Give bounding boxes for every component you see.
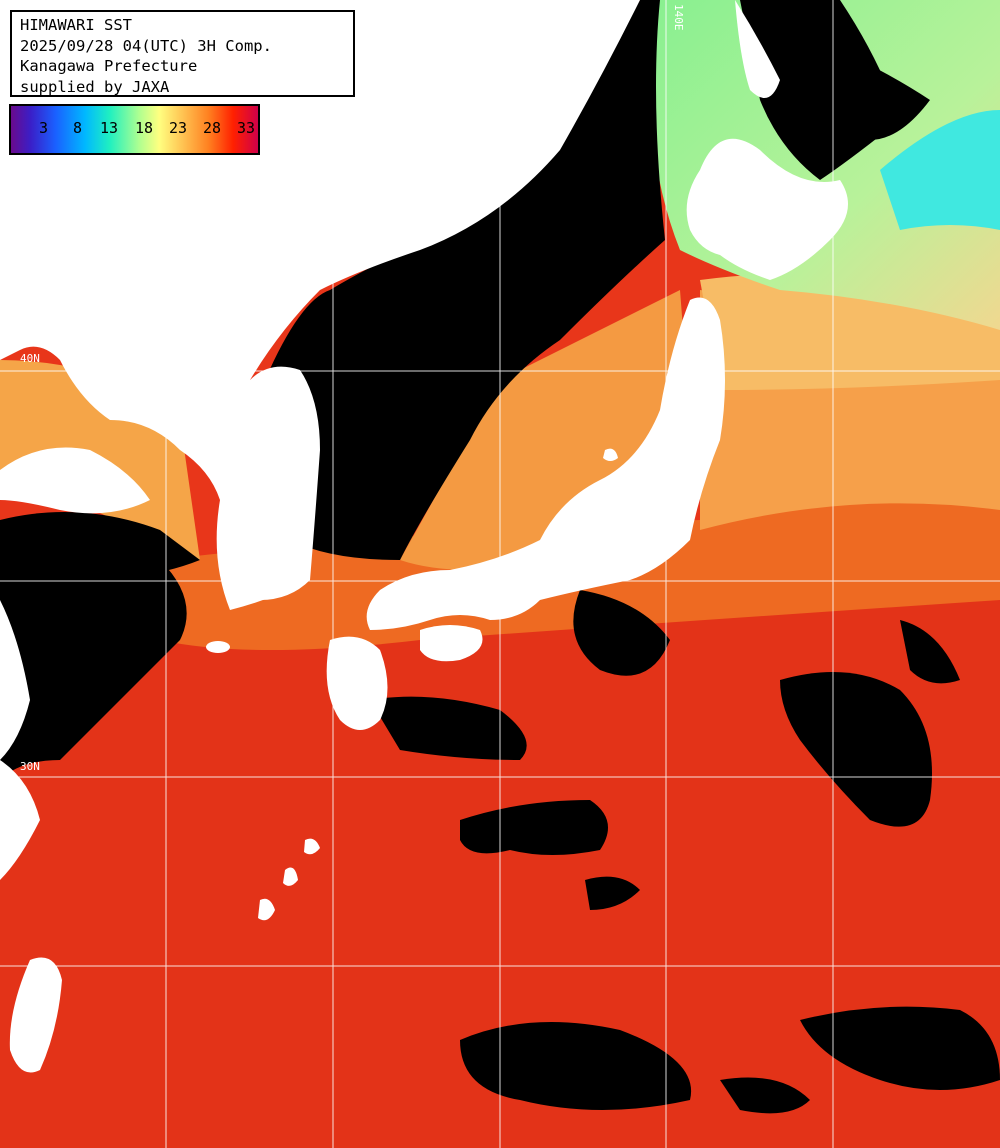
title-datetime: 2025/09/28 04(UTC) 3H Comp.: [20, 36, 272, 55]
land-sakhalin: [735, 0, 780, 98]
cloud-pacific-band: [573, 590, 670, 676]
legend-label-13: 13: [100, 119, 119, 137]
land-china-coast: [0, 600, 30, 760]
land-taiwan: [9, 957, 63, 1073]
title-box: HIMAWARI SST 2025/09/28 04(UTC) 3H Comp.…: [10, 10, 355, 97]
cloud-west: [0, 555, 187, 780]
land-shandong: [0, 447, 150, 514]
cloud-north-2: [860, 60, 930, 140]
cloud-south-3: [460, 1022, 692, 1110]
lon-label-140e: 140E: [672, 4, 685, 31]
land-ryukyu-2: [304, 838, 320, 855]
title-product: HIMAWARI SST: [20, 16, 132, 34]
land-honshu: [366, 297, 725, 630]
lat-label-40n: 40N: [20, 352, 40, 365]
legend-label-28: 28: [203, 119, 222, 137]
legend-label-33: 33: [237, 119, 256, 137]
cloud-east-2: [900, 620, 960, 684]
land-shikoku: [420, 625, 483, 662]
cloud-south-2: [585, 876, 640, 910]
legend-label-8: 8: [73, 119, 83, 137]
cloud-korea-south: [0, 512, 200, 580]
cyan-patch: [880, 110, 1000, 230]
legend-label-23: 23: [169, 119, 188, 137]
land-okinawa: [283, 867, 298, 886]
cloud-south-4: [800, 1006, 1000, 1090]
legend-label-18: 18: [135, 119, 154, 137]
legend-label-3: 3: [39, 119, 49, 137]
land-jeju: [206, 641, 230, 653]
cloud-east-1: [780, 672, 932, 827]
cloud-south-1: [460, 800, 608, 855]
color-legend: 3 8 13 18 23 28 33: [9, 104, 260, 155]
land-kyushu: [326, 636, 388, 730]
lat-label-30n: 30N: [20, 760, 40, 773]
legend-labels: 3 8 13 18 23 28 33: [11, 106, 258, 153]
land-hokkaido: [686, 138, 848, 280]
title-region: Kanagawa Prefecture: [20, 57, 198, 75]
cloud-kyushu-south: [370, 696, 527, 760]
cloud-north-1: [740, 0, 900, 180]
land-sado: [603, 448, 618, 461]
title-source: supplied by JAXA: [20, 77, 170, 96]
land-china-south: [0, 760, 40, 880]
cloud-south-5: [720, 1077, 810, 1114]
land-korea: [219, 366, 320, 600]
land-ryukyu-1: [258, 898, 275, 921]
